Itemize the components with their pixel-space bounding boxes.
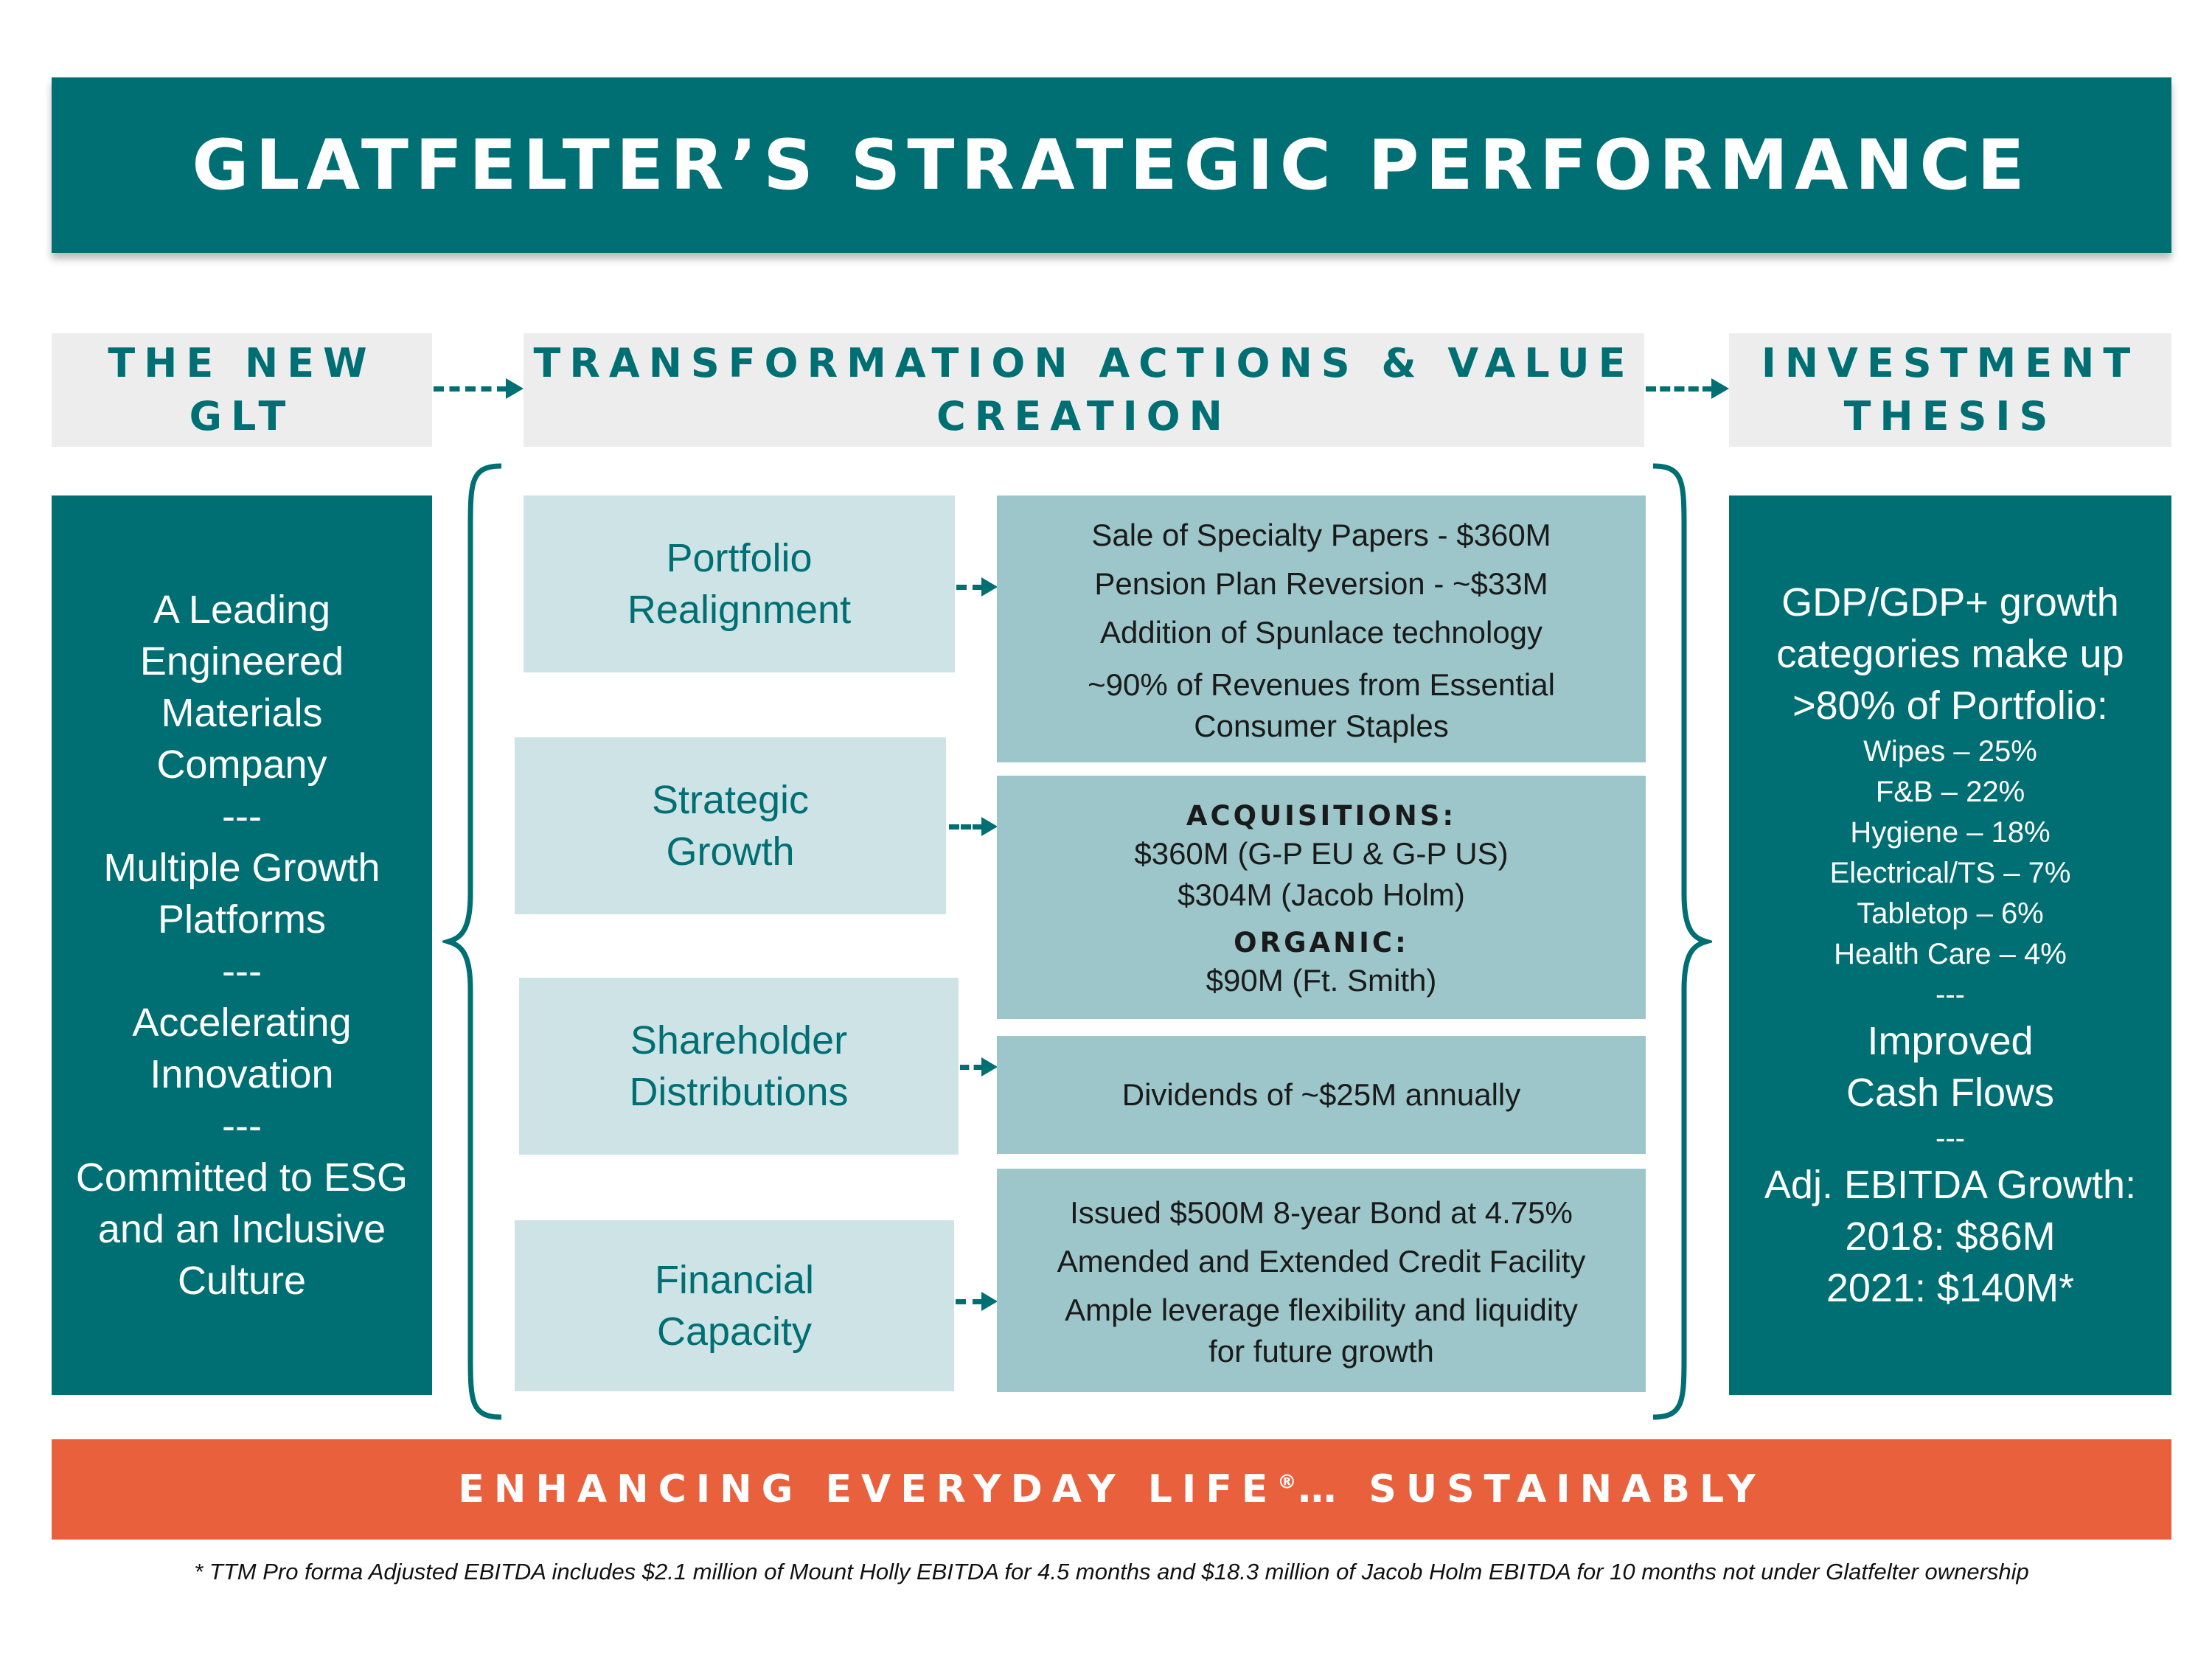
thesis-line: GDP/GDP+ growth <box>1781 580 2119 625</box>
new-glt-line: A Leading <box>153 588 331 632</box>
detail-shareholder-distributions: Dividends of ~$25M annually <box>997 1036 1646 1154</box>
organic-heading: ORGANIC: <box>1234 927 1409 959</box>
category-item: F&B – 22% <box>1875 776 2025 808</box>
action-label: Capacity <box>656 1310 813 1354</box>
separator: --- <box>1935 1122 1965 1155</box>
detail-line: $304M (Jacob Holm) <box>1178 877 1465 912</box>
action-financial-capacity: Financial Capacity <box>515 1220 954 1391</box>
new-glt-line: Accelerating <box>132 1001 352 1045</box>
detail-line: Dividends of ~$25M annually <box>1121 1077 1521 1112</box>
dashed-arrow-right-icon <box>1646 378 1729 399</box>
tagline-banner: ENHANCING EVERYDAY LIFE®… SUSTAINABLY <box>52 1439 2171 1540</box>
header-investment-line-2: THESIS <box>1843 393 2057 439</box>
registered-mark: ® <box>1277 1471 1298 1494</box>
detail-line: Amended and Extended Credit Facility <box>1057 1244 1586 1279</box>
new-glt-line: Company <box>156 742 327 787</box>
tagline-rest: … SUSTAINABLY <box>1298 1467 1765 1512</box>
footnote: * TTM Pro forma Adjusted EBITDA includes… <box>194 1559 2029 1585</box>
title-banner: GLATFELTER’S STRATEGIC PERFORMANCE <box>52 77 2171 253</box>
tagline-text: ENHANCING EVERYDAY LIFE®… SUSTAINABLY <box>458 1467 1764 1512</box>
header-transformation-line-2: CREATION <box>936 393 1231 439</box>
new-glt-line: Committed to ESG <box>75 1155 408 1200</box>
thesis-line: 2018: $86M <box>1845 1214 2056 1259</box>
category-item: Hygiene – 18% <box>1850 816 2051 849</box>
thesis-line: categories make up <box>1776 632 2124 676</box>
new-glt-line: Innovation <box>150 1052 334 1096</box>
new-glt-box: A Leading Engineered Materials Company -… <box>52 495 432 1395</box>
dashed-arrow-right-icon <box>434 378 524 399</box>
thesis-line: Cash Flows <box>1846 1071 2055 1115</box>
action-shareholder-distributions: Shareholder Distributions <box>519 978 959 1155</box>
thesis-line: Improved <box>1867 1019 2034 1063</box>
separator: --- <box>1935 978 1965 1011</box>
header-the-new-glt-line-1: THE NEW <box>108 340 376 386</box>
detail-line: Addition of Spunlace technology <box>1099 615 1543 650</box>
detail-strategic-growth: ACQUISITIONS: $360M (G-P EU & G-P US) $3… <box>997 776 1646 1019</box>
header-investment-line-1: INVESTMENT <box>1761 340 2140 386</box>
detail-line: $90M (Ft. Smith) <box>1206 963 1437 998</box>
separator: --- <box>222 794 262 838</box>
category-item: Health Care – 4% <box>1834 938 2067 970</box>
action-label: Strategic <box>651 778 810 822</box>
thesis-line: >80% of Portfolio: <box>1792 684 2108 728</box>
tagline-main: ENHANCING EVERYDAY LIFE <box>458 1467 1278 1512</box>
action-label: Shareholder <box>630 1018 848 1062</box>
header-transformation-actions: TRANSFORMATION ACTIONS & VALUE CREATION <box>524 333 1644 447</box>
new-glt-line: Engineered <box>139 639 344 684</box>
detail-financial-capacity: Issued $500M 8-year Bond at 4.75% Amende… <box>997 1169 1646 1392</box>
new-glt-line: Culture <box>177 1259 307 1303</box>
header-the-new-glt-line-2: GLT <box>189 393 295 439</box>
detail-line: Sale of Specialty Papers - $360M <box>1091 518 1551 552</box>
header-transformation-line-1: TRANSFORMATION ACTIONS & VALUE <box>533 340 1635 386</box>
detail-line: ~90% of Revenues from Essential <box>1088 667 1555 702</box>
new-glt-line: and an Inclusive <box>97 1207 386 1251</box>
investment-thesis-box: GDP/GDP+ growth categories make up >80% … <box>1729 495 2171 1395</box>
category-item: Electrical/TS – 7% <box>1829 857 2071 889</box>
dashed-arrow-right-icon <box>956 1292 998 1311</box>
action-label: Realignment <box>627 588 852 632</box>
category-item: Tabletop – 6% <box>1857 897 2044 930</box>
detail-line: Pension Plan Reversion - ~$33M <box>1094 566 1548 601</box>
new-glt-line: Multiple Growth <box>103 846 380 890</box>
new-glt-line: Materials <box>161 691 323 735</box>
action-label: Financial <box>654 1258 815 1302</box>
dashed-arrow-right-icon <box>956 577 998 597</box>
separator: --- <box>222 949 262 993</box>
action-label: Portfolio <box>666 536 813 580</box>
action-portfolio-realignment: Portfolio Realignment <box>524 495 955 672</box>
acquisitions-heading: ACQUISITIONS: <box>1186 800 1457 832</box>
right-brace-icon <box>1652 463 1712 1420</box>
detail-line: $360M (G-P EU & G-P US) <box>1134 836 1509 871</box>
category-item: Wipes – 25% <box>1863 735 2037 768</box>
new-glt-line: Platforms <box>157 897 327 942</box>
action-label: Growth <box>666 830 795 874</box>
action-label: Distributions <box>629 1070 849 1114</box>
detail-line: Consumer Staples <box>1194 709 1449 743</box>
detail-line: Issued $500M 8-year Bond at 4.75% <box>1070 1195 1573 1230</box>
separator: --- <box>222 1104 262 1148</box>
detail-portfolio-realignment: Sale of Specialty Papers - $360M Pension… <box>997 495 1646 762</box>
detail-line: Ample leverage flexibility and liquidity <box>1065 1293 1578 1327</box>
detail-line: for future growth <box>1208 1334 1434 1368</box>
dashed-arrow-right-icon <box>960 1057 998 1077</box>
thesis-line: Adj. EBITDA Growth: <box>1764 1163 2137 1207</box>
action-strategic-growth: Strategic Growth <box>515 737 946 914</box>
dashed-arrow-right-icon <box>949 817 998 836</box>
header-investment-thesis: INVESTMENT THESIS <box>1729 333 2171 447</box>
header-the-new-glt: THE NEW GLT <box>52 333 432 447</box>
page-title: GLATFELTER’S STRATEGIC PERFORMANCE <box>192 125 2031 206</box>
thesis-line: 2021: $140M* <box>1826 1266 2075 1310</box>
left-brace-icon <box>442 463 502 1420</box>
